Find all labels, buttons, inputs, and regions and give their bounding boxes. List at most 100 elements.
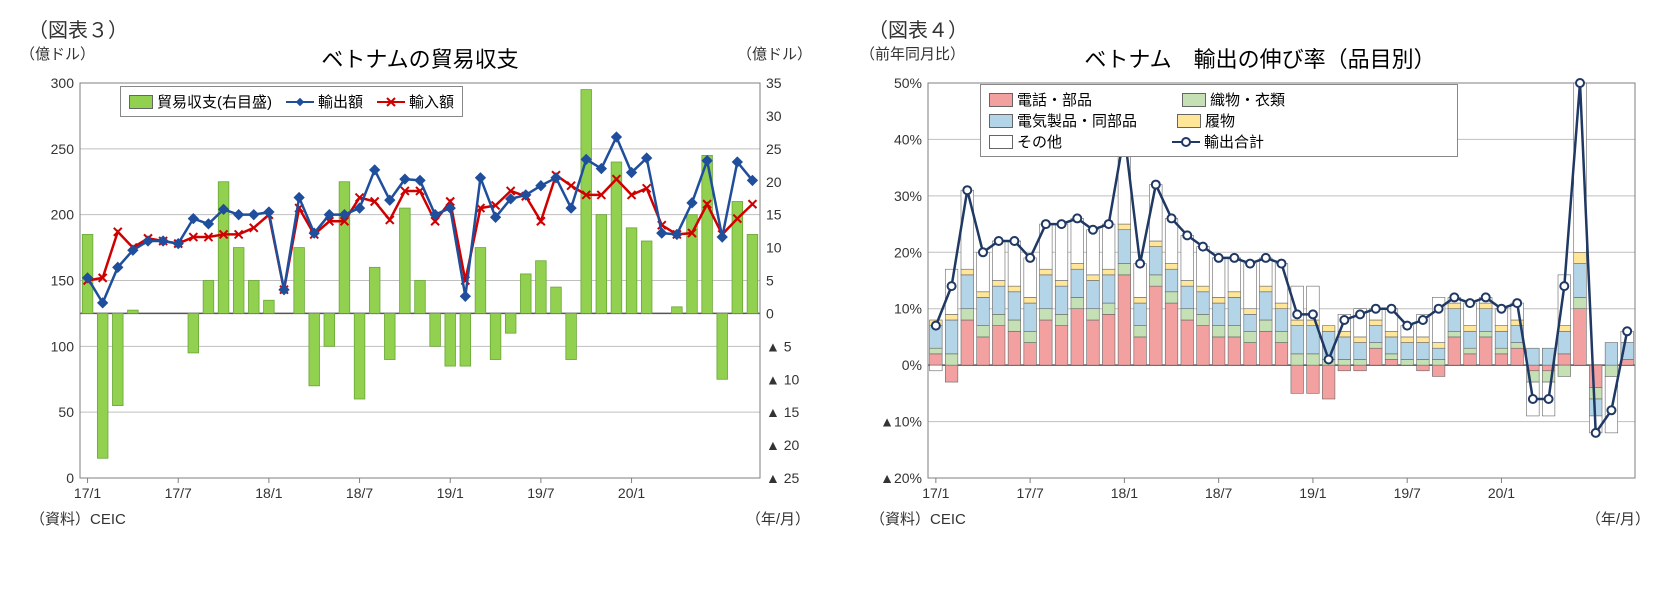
total-marker — [1529, 395, 1537, 403]
export-marker — [263, 206, 274, 217]
balance-bar — [626, 228, 637, 314]
total-marker — [1623, 327, 1631, 335]
stack-shoes — [1150, 241, 1163, 247]
total-marker — [1183, 231, 1191, 239]
stack-elec — [1432, 348, 1445, 359]
balance-bar — [581, 90, 592, 314]
stack-elec — [1181, 286, 1194, 309]
stack-elec — [1464, 331, 1477, 348]
stack-other — [1197, 247, 1210, 287]
bar-swatch — [129, 95, 153, 109]
stack-phone — [1291, 365, 1304, 393]
total-marker — [1482, 293, 1490, 301]
export-marker — [535, 180, 546, 191]
legend-label: 輸入額 — [409, 91, 454, 112]
svg-text:19/1: 19/1 — [1299, 485, 1326, 501]
svg-text:17/7: 17/7 — [1016, 485, 1043, 501]
svg-text:0: 0 — [766, 305, 774, 321]
total-marker — [1309, 310, 1317, 318]
stack-elec — [1024, 303, 1037, 331]
stack-other — [1071, 218, 1084, 263]
stack-phone — [961, 320, 974, 365]
stack-other — [1212, 258, 1225, 298]
balance-bar — [717, 313, 728, 379]
balance-bar — [248, 281, 259, 314]
stack-phone — [1228, 337, 1241, 365]
swatch — [1177, 114, 1201, 128]
total-marker — [1105, 220, 1113, 228]
balance-bar — [233, 248, 244, 314]
legend-item-balance: 貿易収支(右目盛) — [129, 91, 272, 112]
balance-bar — [672, 307, 683, 314]
stack-shoes — [1354, 337, 1367, 343]
stack-textile — [1150, 275, 1163, 286]
balance-bar — [339, 182, 350, 314]
stack-elec — [1197, 292, 1210, 315]
stack-shoes — [1260, 286, 1273, 292]
stack-elec — [1150, 247, 1163, 275]
stack-shoes — [1291, 320, 1304, 326]
stack-phone — [1165, 303, 1178, 365]
total-marker — [1246, 260, 1254, 268]
balance-bar — [536, 261, 547, 314]
balance-bar — [97, 313, 108, 458]
legend-label: 織物・衣類 — [1210, 89, 1285, 110]
stack-textile — [992, 314, 1005, 325]
stack-phone — [1511, 348, 1524, 365]
total-marker — [1136, 260, 1144, 268]
stack-phone — [1071, 309, 1084, 365]
stack-other — [977, 252, 990, 291]
balance-bar — [294, 248, 305, 314]
total-marker — [1592, 429, 1600, 437]
svg-text:18/7: 18/7 — [1205, 485, 1232, 501]
stack-phone — [1055, 326, 1068, 366]
stack-other — [945, 269, 958, 314]
stack-textile — [1118, 264, 1131, 275]
export-marker — [550, 172, 561, 183]
stack-shoes — [1432, 343, 1445, 349]
stack-phone — [1197, 326, 1210, 366]
stack-phone — [1589, 365, 1602, 388]
stack-elec — [1448, 309, 1461, 332]
svg-text:18/1: 18/1 — [255, 485, 282, 501]
total-marker — [948, 282, 956, 290]
stack-phone — [1448, 337, 1461, 365]
stack-other — [961, 190, 974, 269]
swatch — [989, 114, 1013, 128]
stack-textile — [1464, 348, 1477, 354]
stack-shoes — [1134, 297, 1147, 303]
export-marker — [686, 197, 697, 208]
total-marker — [1199, 243, 1207, 251]
stack-phone — [1275, 343, 1288, 366]
total-marker — [1435, 305, 1443, 313]
stack-textile — [1087, 309, 1100, 320]
x-swatch — [377, 96, 405, 108]
stack-shoes — [1448, 303, 1461, 309]
balance-bar — [188, 313, 199, 353]
stack-elec — [1087, 281, 1100, 309]
stack-elec — [1102, 275, 1115, 303]
total-marker — [1340, 316, 1348, 324]
export-marker — [97, 297, 108, 308]
stack-phone — [1479, 337, 1492, 365]
stack-phone — [1102, 314, 1115, 365]
stack-elec — [1354, 343, 1367, 360]
stack-other — [992, 241, 1005, 281]
chart3-fig-label: （図表３） — [28, 14, 820, 43]
total-marker — [1466, 299, 1474, 307]
stack-shoes — [1181, 281, 1194, 287]
total-marker — [1387, 305, 1395, 313]
svg-text:▲ 20: ▲ 20 — [766, 437, 800, 453]
export-marker — [460, 291, 471, 302]
stack-elec — [1244, 314, 1257, 331]
balance-bar — [203, 281, 214, 314]
total-marker — [1168, 214, 1176, 222]
stack-shoes — [977, 292, 990, 298]
stack-phone — [1621, 360, 1634, 366]
balance-bar — [324, 313, 335, 346]
stack-textile — [1244, 331, 1257, 342]
stack-shoes — [1401, 337, 1414, 343]
stack-textile — [961, 309, 974, 320]
stack-elec — [1401, 343, 1414, 360]
swatch — [1182, 93, 1206, 107]
